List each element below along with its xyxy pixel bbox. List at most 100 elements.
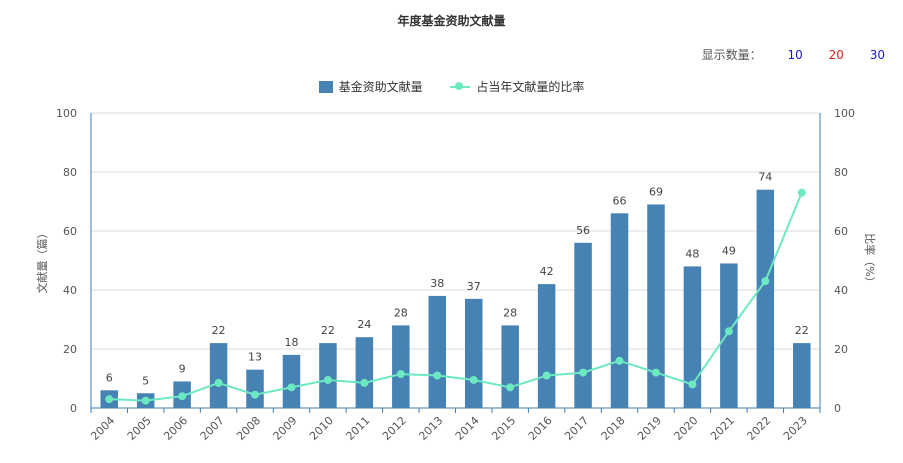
bar-value-label: 37 bbox=[467, 280, 481, 293]
chart-legend: 基金资助文献量 占当年文献量的比率 bbox=[0, 78, 903, 96]
bar bbox=[355, 337, 374, 408]
count-option-10[interactable]: 10 bbox=[787, 48, 803, 62]
bar bbox=[756, 189, 775, 408]
x-tick-label: 2009 bbox=[271, 414, 300, 443]
x-tick-label: 2010 bbox=[307, 414, 336, 443]
bar bbox=[720, 263, 738, 408]
bar-value-label: 49 bbox=[722, 244, 736, 257]
bar bbox=[464, 298, 483, 408]
bar bbox=[319, 343, 337, 408]
ratio-point bbox=[761, 277, 770, 286]
y-right-axis-title: 比率（%） bbox=[863, 233, 877, 287]
legend-line-label: 占当年文献量的比率 bbox=[476, 80, 585, 94]
y-left-axis-title: 文献量（篇） bbox=[35, 228, 49, 294]
ratio-point bbox=[214, 378, 223, 387]
ratio-point bbox=[105, 395, 114, 404]
display-count-selector: 显示数量： 10 20 30 bbox=[702, 46, 885, 63]
y-right-tick-label: 40 bbox=[834, 284, 848, 297]
bar-value-label: 48 bbox=[685, 247, 699, 260]
x-tick-label: 2017 bbox=[562, 414, 591, 443]
x-tick-label: 2007 bbox=[198, 414, 227, 443]
ratio-point bbox=[141, 396, 150, 405]
bar bbox=[574, 242, 592, 408]
bar-value-label: 18 bbox=[284, 336, 298, 349]
x-tick-label: 2019 bbox=[635, 414, 664, 443]
x-tick-label: 2005 bbox=[125, 414, 154, 443]
bar bbox=[537, 284, 556, 408]
bar-value-label: 69 bbox=[649, 185, 663, 198]
ratio-point bbox=[506, 383, 515, 392]
ratio-line bbox=[109, 192, 803, 402]
x-tick-label: 2011 bbox=[344, 414, 373, 443]
bar bbox=[501, 325, 519, 408]
x-tick-label: 2018 bbox=[599, 414, 628, 443]
bar-value-label: 22 bbox=[212, 324, 226, 337]
bar-value-label: 24 bbox=[357, 318, 371, 331]
bar bbox=[683, 266, 702, 408]
x-tick-label: 2004 bbox=[88, 414, 117, 443]
x-tick-label: 2015 bbox=[489, 414, 518, 443]
y-left-tick-label: 80 bbox=[63, 166, 77, 179]
y-left-tick-label: 60 bbox=[63, 225, 77, 238]
x-tick-label: 2023 bbox=[781, 414, 810, 443]
ratio-point bbox=[579, 368, 588, 377]
bar-value-label: 38 bbox=[430, 277, 444, 290]
bar-value-label: 13 bbox=[248, 351, 262, 364]
x-tick-label: 2021 bbox=[708, 414, 737, 443]
y-left-tick-label: 20 bbox=[63, 343, 77, 356]
ratio-point bbox=[360, 378, 369, 387]
y-left-tick-label: 100 bbox=[56, 107, 77, 120]
bar-value-label: 66 bbox=[613, 194, 627, 207]
x-tick-label: 2022 bbox=[744, 414, 773, 443]
chart-title: 年度基金资助文献量 bbox=[397, 14, 506, 28]
ratio-point bbox=[396, 370, 405, 379]
ratio-point bbox=[542, 371, 551, 380]
ratio-point bbox=[688, 380, 697, 389]
legend-item-line[interactable]: 占当年文献量的比率 bbox=[450, 78, 584, 95]
bar-value-label: 5 bbox=[142, 374, 149, 387]
x-tick-label: 2008 bbox=[234, 414, 263, 443]
y-right-tick-label: 60 bbox=[834, 225, 848, 238]
legend-bar-label: 基金资助文献量 bbox=[338, 80, 423, 94]
x-tick-label: 2016 bbox=[526, 414, 555, 443]
y-left-tick-label: 0 bbox=[70, 402, 77, 415]
bar bbox=[246, 369, 264, 408]
legend-item-bar[interactable]: 基金资助文献量 bbox=[318, 78, 423, 95]
x-tick-label: 2012 bbox=[380, 414, 409, 443]
ratio-point bbox=[469, 375, 478, 384]
y-right-tick-label: 0 bbox=[834, 402, 841, 415]
y-left-tick-label: 40 bbox=[63, 284, 77, 297]
bar bbox=[428, 295, 447, 408]
x-tick-label: 2020 bbox=[672, 414, 701, 443]
x-tick-label: 2014 bbox=[453, 414, 482, 443]
legend-line-swatch bbox=[450, 81, 471, 93]
bar bbox=[282, 354, 301, 408]
bar-value-label: 6 bbox=[106, 371, 113, 384]
ratio-point bbox=[178, 392, 187, 401]
count-option-30[interactable]: 30 bbox=[869, 48, 885, 62]
bar-value-label: 42 bbox=[540, 265, 554, 278]
bar-value-label: 9 bbox=[179, 362, 186, 375]
ratio-point bbox=[323, 375, 332, 384]
x-tick-label: 2006 bbox=[161, 414, 190, 443]
ratio-point bbox=[433, 371, 442, 380]
bar-value-label: 28 bbox=[503, 306, 517, 319]
bar bbox=[610, 213, 629, 408]
bar bbox=[209, 343, 228, 408]
bar bbox=[392, 325, 410, 408]
y-right-tick-label: 80 bbox=[834, 166, 848, 179]
count-option-20[interactable]: 20 bbox=[828, 48, 844, 62]
legend-bar-swatch bbox=[318, 80, 333, 93]
x-tick-label: 2013 bbox=[416, 414, 445, 443]
ratio-point bbox=[724, 327, 733, 336]
ratio-point bbox=[651, 368, 660, 377]
bar bbox=[647, 204, 665, 408]
ratio-point bbox=[615, 356, 624, 365]
bar-value-label: 56 bbox=[576, 224, 590, 237]
bar-value-label: 28 bbox=[394, 306, 408, 319]
bar bbox=[793, 343, 811, 408]
bar-value-label: 22 bbox=[321, 324, 335, 337]
ratio-point bbox=[251, 390, 260, 399]
bar-value-label: 22 bbox=[795, 324, 809, 337]
